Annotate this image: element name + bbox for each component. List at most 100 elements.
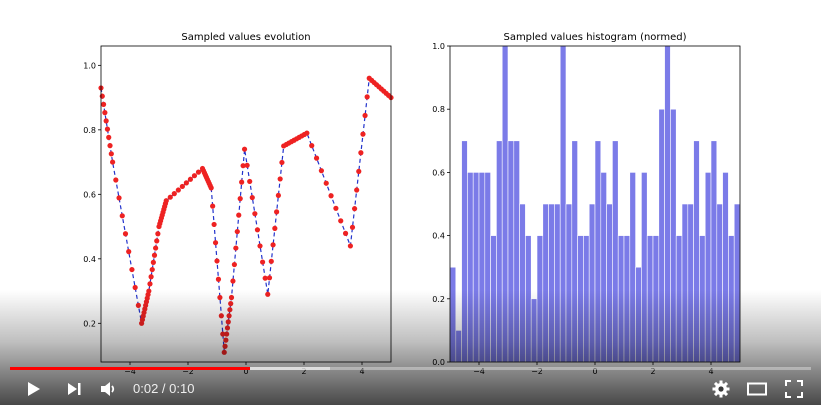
histogram-bar bbox=[646, 235, 654, 363]
evolution-point bbox=[99, 93, 105, 99]
evolution-point bbox=[225, 319, 231, 325]
evolution-point bbox=[309, 143, 315, 149]
evolution-point bbox=[218, 313, 224, 319]
histogram-bar bbox=[617, 235, 625, 363]
evolution-point bbox=[179, 183, 185, 190]
evolution-point bbox=[223, 337, 229, 343]
settings-button[interactable] bbox=[707, 372, 735, 405]
evolution-point bbox=[132, 284, 138, 291]
histogram-bar bbox=[559, 45, 567, 363]
histogram-bar bbox=[455, 330, 462, 363]
histogram-bar bbox=[635, 266, 642, 363]
histogram-bar bbox=[623, 235, 631, 363]
evolution-point bbox=[259, 259, 266, 265]
evolution-point bbox=[104, 126, 111, 132]
histogram-ytick-label: 1.0 bbox=[432, 42, 445, 51]
histogram-bar bbox=[478, 172, 486, 363]
evolution-point bbox=[224, 325, 231, 331]
theater-mode-button[interactable] bbox=[742, 372, 772, 405]
histogram-bar bbox=[641, 172, 648, 363]
evolution-point bbox=[183, 180, 189, 186]
histogram-bar bbox=[542, 203, 549, 363]
histogram-bar bbox=[588, 203, 596, 363]
evolution-point bbox=[228, 294, 235, 301]
next-icon bbox=[68, 382, 81, 395]
volume-icon bbox=[101, 381, 115, 396]
next-button[interactable] bbox=[60, 372, 88, 405]
evolution-point bbox=[122, 231, 129, 237]
evolution-point bbox=[154, 238, 160, 244]
histogram-bar bbox=[612, 140, 619, 363]
evolution-point bbox=[146, 288, 152, 294]
evolution-point bbox=[233, 245, 239, 251]
histogram-bar bbox=[449, 266, 457, 363]
progress-bar[interactable] bbox=[10, 367, 811, 370]
settings-icon bbox=[712, 380, 730, 397]
histogram-bar bbox=[704, 172, 712, 363]
evolution-point bbox=[187, 176, 194, 182]
evolution-point bbox=[244, 162, 250, 168]
evolution-ytick-label: 1.0 bbox=[83, 61, 96, 70]
evolution-point bbox=[217, 294, 223, 301]
time-display: 0:02 / 0:10 bbox=[133, 372, 194, 405]
evolution-point bbox=[257, 243, 263, 249]
evolution-point bbox=[268, 258, 274, 264]
evolution-point bbox=[323, 180, 329, 186]
histogram-bar bbox=[490, 235, 497, 363]
histogram-ytick-label: 0.4 bbox=[432, 232, 445, 241]
evolution-point bbox=[266, 275, 273, 281]
histogram-bar bbox=[565, 203, 573, 363]
histogram-bar bbox=[699, 235, 706, 363]
evolution-point bbox=[214, 258, 220, 264]
evolution-point bbox=[358, 150, 364, 156]
mute-button[interactable] bbox=[94, 372, 122, 405]
evolution-point bbox=[155, 231, 161, 237]
evolution-point bbox=[129, 266, 135, 273]
evolution-ytick-label: 0.8 bbox=[83, 126, 96, 135]
evolution-point bbox=[262, 275, 268, 281]
histogram-bar bbox=[681, 203, 689, 363]
histogram-bar bbox=[629, 172, 636, 363]
evolution-point bbox=[230, 278, 236, 284]
progress-played bbox=[10, 367, 251, 370]
evolution-point bbox=[113, 177, 119, 183]
evolution-point bbox=[277, 176, 283, 182]
evolution-ytick-label: 0.4 bbox=[83, 255, 96, 264]
evolution-point bbox=[224, 331, 230, 337]
evolution-point bbox=[171, 191, 177, 197]
evolution-point bbox=[215, 276, 222, 282]
play-button[interactable] bbox=[18, 372, 48, 405]
evolution-ytick-label: 0.6 bbox=[83, 190, 96, 199]
evolution-point bbox=[148, 274, 154, 280]
histogram-bar bbox=[716, 203, 723, 363]
evolution-point bbox=[275, 192, 281, 199]
histogram-bar bbox=[728, 235, 735, 363]
histogram-bar bbox=[687, 203, 694, 363]
evolution-point bbox=[175, 187, 181, 193]
evolution-point bbox=[228, 301, 234, 307]
evolution-point bbox=[274, 209, 280, 215]
histogram-bar bbox=[530, 298, 538, 363]
evolution-point bbox=[241, 146, 248, 152]
evolution-point bbox=[212, 240, 219, 246]
histogram-ytick-label: 0.6 bbox=[432, 168, 445, 177]
evolution-point bbox=[119, 213, 125, 219]
evolution-point bbox=[328, 193, 334, 199]
evolution-point bbox=[237, 196, 243, 202]
histogram-bar bbox=[472, 172, 480, 363]
fullscreen-button[interactable] bbox=[780, 372, 808, 405]
evolution-point bbox=[338, 218, 344, 224]
evolution-chart-title: Sampled values evolution bbox=[181, 32, 310, 43]
evolution-point bbox=[239, 179, 245, 185]
evolution-point bbox=[147, 281, 153, 287]
evolution-point bbox=[149, 266, 155, 273]
evolution-point bbox=[167, 194, 173, 200]
histogram-bar bbox=[496, 140, 503, 363]
evolution-point bbox=[208, 185, 214, 191]
time-separator: / bbox=[158, 381, 170, 396]
evolution-point bbox=[195, 169, 202, 175]
evolution-point bbox=[304, 130, 310, 136]
evolution-point bbox=[354, 187, 360, 193]
evolution-point bbox=[362, 112, 368, 119]
